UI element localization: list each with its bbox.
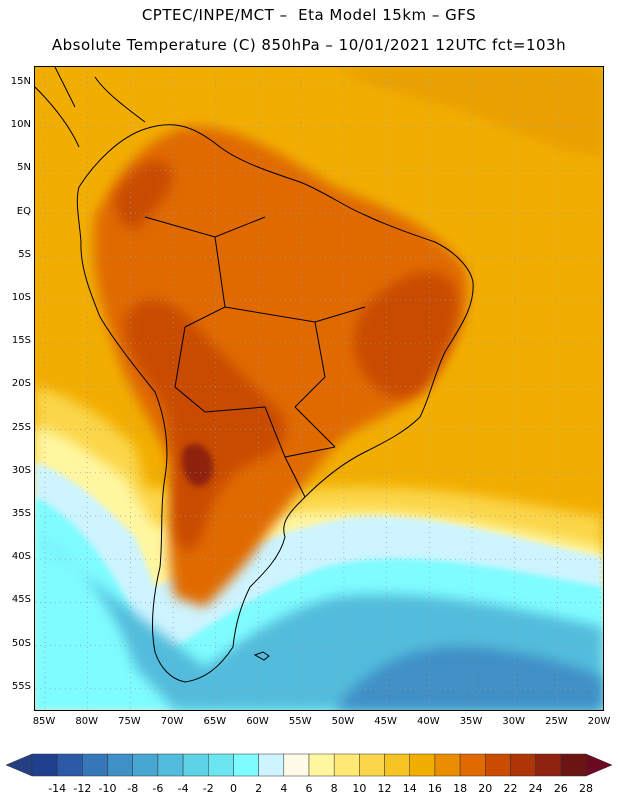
colorbar-swatch <box>208 753 234 777</box>
lon-label: 25W <box>545 716 568 727</box>
colorbar-label: -14 <box>48 782 67 795</box>
map-frame[interactable] <box>34 66 604 711</box>
colorbar-label: 4 <box>280 782 288 795</box>
colorbar-swatch <box>258 753 285 777</box>
colorbar-swatch <box>107 753 133 777</box>
colorbar-label: 26 <box>553 782 568 795</box>
lon-label: 70W <box>160 716 184 727</box>
colorbar-swatch <box>409 753 436 777</box>
colorbar-label: 28 <box>579 782 593 795</box>
lon-label: 75W <box>118 716 141 727</box>
colorbar-swatch <box>434 753 461 777</box>
field-north-atlantic <box>335 67 603 157</box>
colorbar <box>6 753 612 777</box>
lat-label: 10N <box>10 119 31 131</box>
colorbar-under-arrow <box>6 753 33 777</box>
lon-label: 60W <box>246 716 269 727</box>
field-hotspot <box>181 443 214 487</box>
field-cold-band-4 <box>335 646 603 710</box>
lon-label: 30W <box>502 716 525 727</box>
colorbar-label: -6 <box>152 782 164 795</box>
lat-label: 10S <box>11 292 31 303</box>
lat-label: 5S <box>18 248 31 260</box>
colorbar-swatch <box>157 753 184 777</box>
lon-label: 35W <box>459 716 483 727</box>
lon-label: 85W <box>32 716 56 727</box>
lat-label: 45S <box>11 594 31 606</box>
lon-label: 20W <box>587 716 611 727</box>
lon-label: 50W <box>331 716 355 727</box>
colorbar-swatch <box>182 753 209 777</box>
south-america-outline <box>76 124 474 683</box>
colorbar-label: 22 <box>503 782 518 795</box>
colorbar-label: 16 <box>427 782 442 795</box>
colorbar-label: 6 <box>305 782 313 795</box>
lat-label: 15N <box>10 76 31 87</box>
colorbar-label: -10 <box>98 782 117 795</box>
colorbar-swatch <box>233 753 259 777</box>
colorbar-swatch <box>308 753 335 777</box>
colorbar-swatch <box>132 753 159 777</box>
graticule <box>35 67 603 710</box>
colorbar-swatch <box>485 753 511 777</box>
colorbar-label: 2 <box>255 782 263 795</box>
colorbar-over-arrow <box>585 753 612 777</box>
colorbar-swatch <box>359 753 385 777</box>
colorbar-label: -4 <box>177 782 189 795</box>
lon-label: 45W <box>374 716 397 727</box>
title-line-1: CPTEC/INPE/MCT – Eta Model 15km – GFS <box>141 6 477 24</box>
colorbar-swatch <box>31 753 58 777</box>
colorbar-label: 20 <box>478 782 493 795</box>
lat-label: 55S <box>11 680 31 692</box>
colorbar-label: -12 <box>73 782 92 795</box>
colorbar-swatch <box>333 753 360 777</box>
colorbar-label: 0 <box>229 782 237 795</box>
lat-label: 25S <box>11 421 31 433</box>
colorbar-swatch <box>82 753 108 777</box>
temperature-map[interactable] <box>35 67 603 710</box>
field-northeast-hot <box>353 272 458 398</box>
colorbar-label: 8 <box>330 782 338 795</box>
lon-label: 65W <box>203 716 227 727</box>
colorbar-swatch <box>459 753 486 777</box>
colorbar-swatch <box>384 753 410 777</box>
colorbar-swatch <box>535 753 562 777</box>
lon-label: 40W <box>416 716 440 727</box>
field-northwest-hot <box>114 161 173 230</box>
lon-label: 55W <box>288 716 312 727</box>
lat-label: 30S <box>11 464 31 476</box>
colorbar-swatch <box>510 753 536 777</box>
lat-label: 50S <box>11 637 31 649</box>
lat-label: 15S <box>11 335 31 347</box>
field-core-hot <box>124 299 286 551</box>
colorbar-swatch <box>56 753 83 777</box>
lat-label: 20S <box>11 378 31 390</box>
internal-borders <box>144 216 366 498</box>
colorbar-label: 12 <box>377 782 392 795</box>
colorbar-label: 10 <box>352 782 367 795</box>
lat-label: 5N <box>17 162 31 174</box>
coastlines-and-borders <box>35 67 474 683</box>
colorbar-label: 18 <box>453 782 468 795</box>
colorbar-label: -8 <box>127 782 139 795</box>
colorbar-label: 14 <box>402 782 417 795</box>
lat-label: 35S <box>11 508 31 519</box>
colorbar-swatch <box>560 753 587 777</box>
colorbar-label: 24 <box>528 782 543 795</box>
lat-label: 40S <box>11 551 31 563</box>
caribbean-coast <box>35 67 146 148</box>
colorbar-label: -2 <box>202 782 214 795</box>
falkland-islands <box>253 651 270 661</box>
lat-label: EQ <box>16 205 31 217</box>
lon-label: 80W <box>75 716 98 727</box>
colorbar-swatch <box>283 753 310 777</box>
title-line-2: Absolute Temperature (C) 850hPa – 10/01/… <box>51 36 567 54</box>
